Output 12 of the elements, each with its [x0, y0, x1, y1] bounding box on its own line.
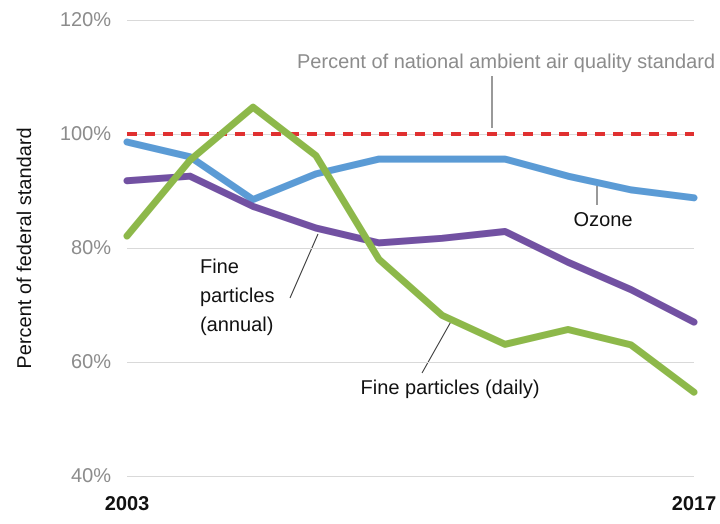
y-tick-label: 120% [60, 9, 112, 31]
ref-line-label: Percent of national ambient air quality standard [296, 51, 715, 73]
y-axis-title: Percent of federal standard [14, 127, 36, 369]
x-tick-label: 2003 [104, 493, 150, 515]
series-label: Ozone [574, 209, 632, 231]
y-tick-label: 60% [70, 351, 112, 373]
y-tick-label: 40% [70, 465, 112, 487]
series-label: Fine particles (annual) [200, 256, 280, 336]
series-label: Fine particles (daily) [360, 377, 540, 399]
x-tick-label: 2017 [672, 493, 716, 515]
y-tick-label: 80% [70, 237, 112, 259]
y-tick-label: 100% [60, 123, 112, 145]
